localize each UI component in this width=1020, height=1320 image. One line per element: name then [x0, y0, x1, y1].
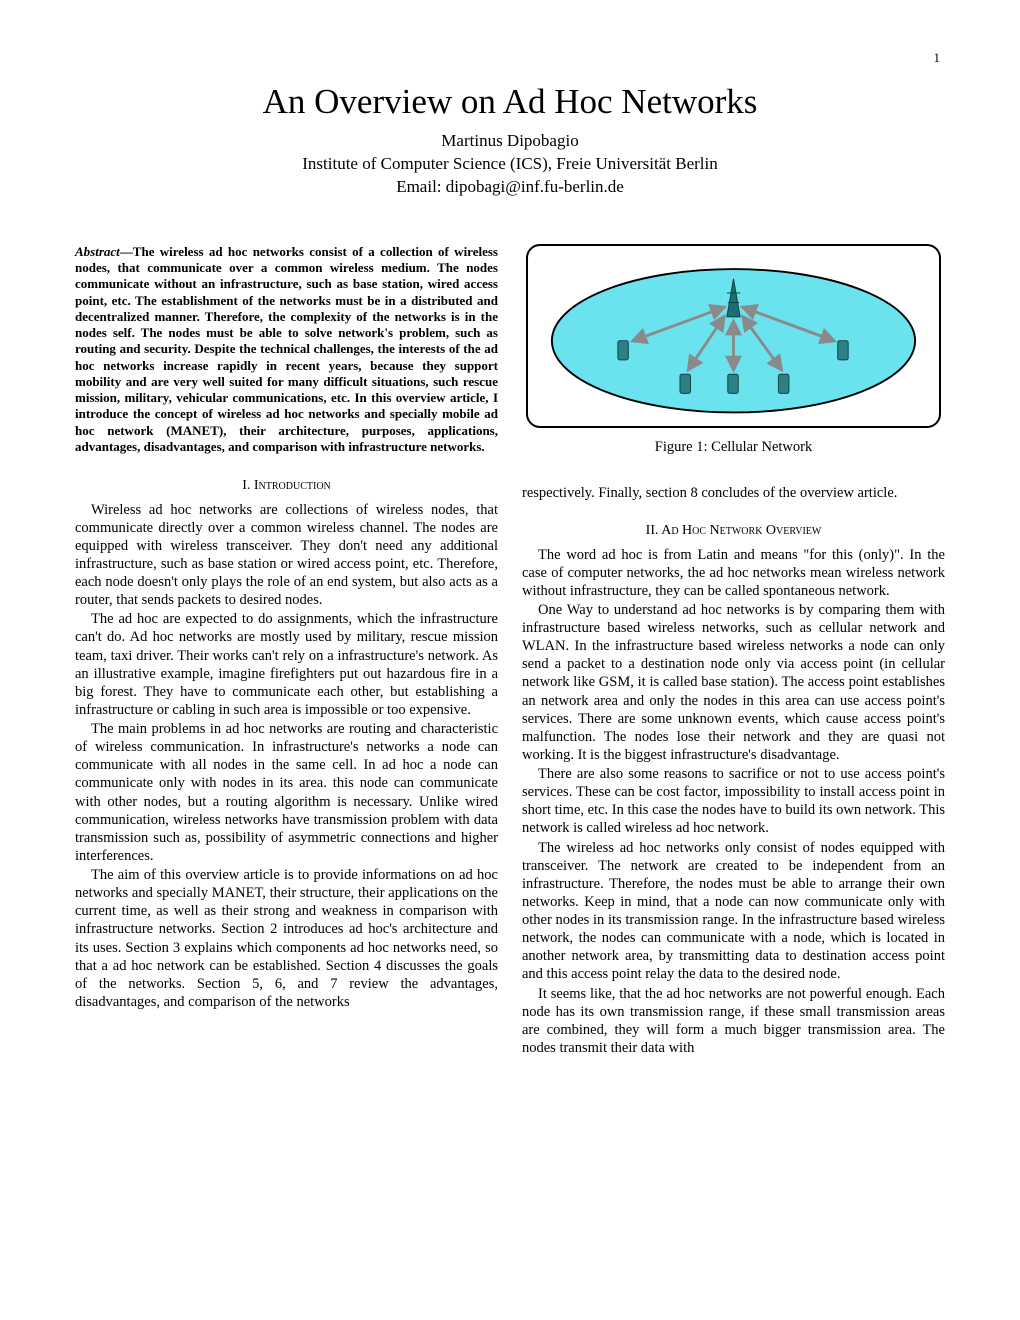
cellular-network-diagram: [528, 246, 939, 426]
two-column-layout: Abstract—The wireless ad hoc networks co…: [75, 244, 945, 1058]
figure-1: [526, 244, 941, 428]
author-block: Martinus Dipobagio Institute of Computer…: [75, 130, 945, 199]
abstract-label: Abstract: [75, 244, 120, 259]
col2-continuation: respectively. Finally, section 8 conclud…: [522, 484, 945, 502]
left-column: Abstract—The wireless ad hoc networks co…: [75, 244, 498, 1058]
author-email: Email: dipobagi@inf.fu-berlin.de: [396, 177, 624, 196]
section-1-heading: I. Introduction: [75, 477, 498, 495]
intro-paragraph-1: Wireless ad hoc networks are collections…: [75, 501, 498, 610]
right-column: Figure 1: Cellular Network respectively.…: [522, 244, 945, 1058]
intro-paragraph-3: The main problems in ad hoc networks are…: [75, 720, 498, 865]
figure-1-caption: Figure 1: Cellular Network: [522, 438, 945, 456]
intro-paragraph-4: The aim of this overview article is to p…: [75, 866, 498, 1011]
sec2-paragraph-3: There are also some reasons to sacrifice…: [522, 765, 945, 838]
sec2-paragraph-5: It seems like, that the ad hoc networks …: [522, 985, 945, 1058]
abstract: Abstract—The wireless ad hoc networks co…: [75, 244, 498, 455]
sec2-paragraph-2: One Way to understand ad hoc networks is…: [522, 601, 945, 764]
sec2-paragraph-1: The word ad hoc is from Latin and means …: [522, 546, 945, 600]
author-name: Martinus Dipobagio: [441, 131, 578, 150]
section-2-heading: II. Ad Hoc Network Overview: [522, 522, 945, 540]
paper-title: An Overview on Ad Hoc Networks: [75, 82, 945, 122]
abstract-text: —The wireless ad hoc networks consist of…: [75, 244, 498, 454]
sec2-paragraph-4: The wireless ad hoc networks only consis…: [522, 839, 945, 984]
intro-paragraph-2: The ad hoc are expected to do assignment…: [75, 610, 498, 719]
author-affiliation: Institute of Computer Science (ICS), Fre…: [302, 154, 717, 173]
page: 1 An Overview on Ad Hoc Networks Martinu…: [0, 0, 1020, 1320]
page-number: 1: [934, 50, 941, 66]
